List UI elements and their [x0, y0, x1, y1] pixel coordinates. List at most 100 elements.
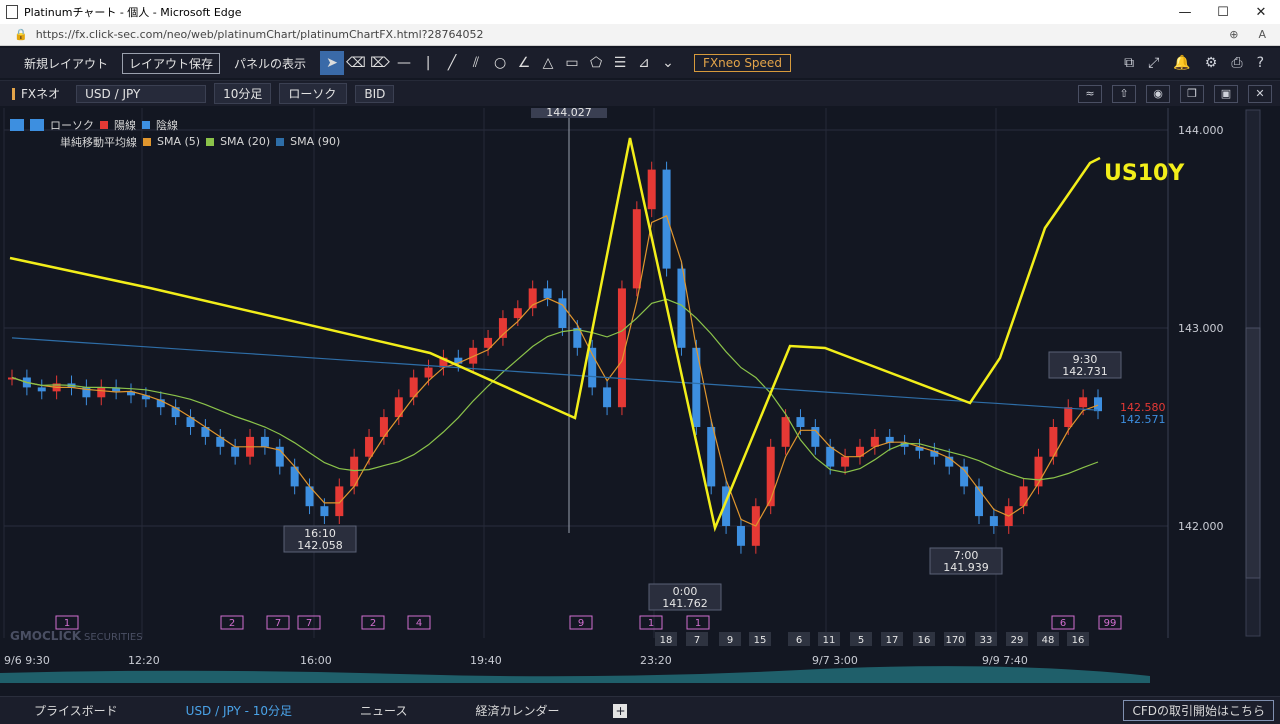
- chat-icon[interactable]: [10, 118, 24, 131]
- sma5-line: [11, 214, 1099, 527]
- tab-calendar[interactable]: 経済カレンダー: [475, 704, 560, 718]
- url-text[interactable]: https://fx.click-sec.com/neo/web/platinu…: [35, 28, 484, 41]
- address-bar[interactable]: 🔒 https://fx.click-sec.com/neo/web/plati…: [0, 24, 1280, 46]
- indicator-icon[interactable]: ≈: [1078, 84, 1102, 103]
- vertical-line-icon[interactable]: |: [425, 55, 431, 71]
- candle-body: [186, 417, 195, 427]
- tab-price-board[interactable]: プライスボード: [34, 704, 118, 718]
- price-callout-box: [648, 583, 722, 611]
- horizontal-line-icon[interactable]: —: [397, 55, 412, 71]
- fibonacci-icon[interactable]: ☰: [613, 55, 627, 71]
- legend-sma90: SMA (90): [290, 135, 341, 148]
- current-bid: 142.580: [1120, 401, 1166, 414]
- camera-icon[interactable]: ◉: [1146, 84, 1170, 103]
- sma90-line: [11, 337, 1099, 411]
- up-color-swatch: [100, 120, 108, 129]
- event-marker-label: 1: [648, 618, 654, 629]
- close-button[interactable]: ✕: [1255, 4, 1267, 20]
- x-tick-label: 23:20: [640, 654, 672, 667]
- crosshair-price-box: [531, 106, 607, 118]
- pentagon-icon[interactable]: ⬠: [589, 55, 603, 71]
- price-callout-price: 141.939: [943, 561, 989, 574]
- fullscreen-icon[interactable]: ⤢: [1148, 55, 1160, 71]
- pair-select[interactable]: USD / JPY: [76, 84, 207, 103]
- event-marker-label: 2: [229, 618, 235, 629]
- scrollbar-thumb: [1245, 327, 1261, 579]
- chart-compare-icon[interactable]: ⇧: [1112, 84, 1136, 103]
- event-count-label: 48: [1042, 635, 1055, 646]
- panel-close-icon[interactable]: ✕: [1248, 84, 1272, 103]
- angle-icon[interactable]: ∠: [517, 55, 531, 71]
- candle-body: [1049, 427, 1058, 457]
- candle-body: [811, 427, 820, 447]
- expand-legend-icon[interactable]: [30, 118, 44, 131]
- rectangle-icon[interactable]: ▭: [565, 55, 579, 71]
- dropdown-icon[interactable]: ⌄: [662, 55, 674, 71]
- parallel-line-icon[interactable]: ⫽: [472, 55, 480, 71]
- new-layout-button[interactable]: 新規レイアウト: [24, 56, 109, 71]
- help-icon[interactable]: ?: [1256, 55, 1264, 71]
- eraser-icon[interactable]: ⌫: [346, 55, 366, 71]
- event-count-label: 33: [980, 635, 993, 646]
- candle-body: [796, 417, 805, 427]
- fxneo-speed-button[interactable]: FXneo Speed: [694, 54, 791, 72]
- candle-body: [1064, 407, 1073, 427]
- window-title: Platinumチャート - 個人 - Microsoft Edge: [24, 6, 242, 19]
- candle-body: [692, 347, 701, 427]
- candle-body: [379, 417, 388, 437]
- cfd-link-button[interactable]: CFDの取引開始はこちら: [1123, 700, 1274, 721]
- candle-body: [930, 450, 939, 457]
- candle-body: [201, 427, 210, 437]
- candle-body: [989, 516, 998, 526]
- zoom-icon[interactable]: ⊕: [1229, 28, 1239, 41]
- event-marker-label: 4: [416, 618, 422, 629]
- event-marker-label: 2: [370, 618, 376, 629]
- eraser-all-icon[interactable]: ⌦: [370, 55, 390, 71]
- triangle-icon[interactable]: △: [542, 55, 554, 71]
- tab-usdjpy-chart[interactable]: USD / JPY - 10分足: [185, 704, 293, 718]
- event-marker-label: 7: [275, 618, 281, 629]
- add-tab-button[interactable]: +: [613, 703, 628, 718]
- candle-body: [766, 446, 775, 507]
- price-type-select[interactable]: BID: [355, 84, 395, 103]
- candle-body: [350, 456, 359, 487]
- tab-news[interactable]: ニュース: [360, 704, 408, 718]
- event-count-box: [719, 632, 741, 646]
- minimize-button[interactable]: —: [1178, 4, 1192, 20]
- interval-select[interactable]: 10分足: [214, 83, 272, 104]
- window-layout-icon[interactable]: ⧉: [1124, 55, 1135, 71]
- window-titlebar: Platinumチャート - 個人 - Microsoft Edge — ☐ ✕: [0, 0, 1280, 24]
- event-marker-label: 6: [1060, 618, 1066, 629]
- legend-down: 陰線: [156, 118, 178, 132]
- circle-icon[interactable]: ○: [493, 55, 507, 71]
- print-icon[interactable]: ⎙: [1231, 55, 1243, 71]
- event-marker-label: 1: [695, 618, 701, 629]
- read-aloud-icon[interactable]: A: [1258, 28, 1266, 41]
- annotation-label: US10Y: [1104, 161, 1185, 186]
- gear-icon[interactable]: ⚙: [1204, 55, 1218, 71]
- price-callout-box: [929, 547, 1003, 575]
- maximize-button[interactable]: ☐: [1217, 4, 1229, 20]
- event-marker-box: [297, 615, 321, 630]
- price-callout-time: 16:10: [304, 527, 336, 540]
- trend-line-icon[interactable]: ╱: [447, 55, 457, 71]
- panel-maximize-icon[interactable]: ▣: [1214, 84, 1238, 103]
- fan-icon[interactable]: ⊿: [638, 55, 650, 71]
- candle-body: [275, 446, 284, 467]
- chart-type-select[interactable]: ローソク: [279, 83, 348, 104]
- save-layout-button[interactable]: レイアウト保存: [122, 52, 221, 74]
- candle-body: [409, 377, 418, 398]
- copy-icon[interactable]: ❐: [1180, 84, 1204, 103]
- cursor-icon[interactable]: ➤: [320, 51, 345, 75]
- brand-logo: GMOCLICK: [10, 629, 82, 643]
- price-callout-price: 142.731: [1062, 365, 1108, 378]
- candlestick-chart[interactable]: 144.000 143.000 142.000 9/6 9:30 12:20 16:00 1…: [0, 106, 1280, 688]
- candle-body: [513, 308, 522, 319]
- candle-body: [677, 268, 686, 348]
- candle-body: [617, 288, 626, 408]
- chart-panel[interactable]: 144.000 143.000 142.000 9/6 9:30 12:20 16:00 1…: [0, 106, 1280, 688]
- candle-body: [82, 387, 91, 398]
- bell-icon[interactable]: 🔔: [1173, 55, 1191, 71]
- candle-body: [365, 436, 374, 457]
- panel-display-button[interactable]: パネルの表示: [234, 56, 307, 71]
